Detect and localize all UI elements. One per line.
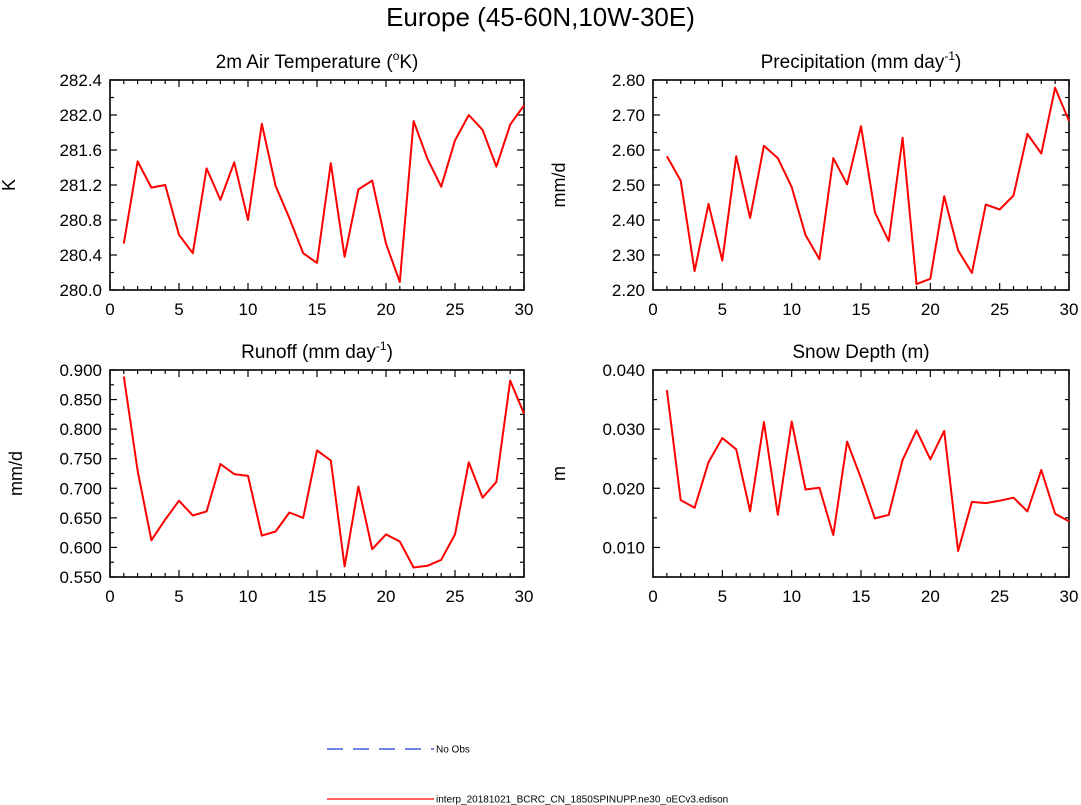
x-tick-label: 25 xyxy=(446,300,465,319)
x-tick-label: 25 xyxy=(446,587,465,606)
panel-title: Precipitation (mm day-1) xyxy=(761,49,962,73)
x-tick-label: 15 xyxy=(852,587,871,606)
y-tick-label: 0.750 xyxy=(59,450,102,469)
series-line xyxy=(666,86,1070,286)
y-tick-label: 2.20 xyxy=(612,281,645,300)
panel-snow-depth: 0 5 10 15 20 25 30 0.010 0.020 0.030 0.040 m Snow De… xyxy=(549,342,1078,606)
x-tick-label: 25 xyxy=(990,587,1009,606)
y-tick-label: 0.650 xyxy=(59,509,102,528)
x-tick-label: 20 xyxy=(377,300,396,319)
y-axis-label: K xyxy=(0,179,19,191)
legend-item-model: interp_20181021_BCRC_CN_1850SPINUPP.ne30… xyxy=(327,795,728,805)
x-tick-label: 5 xyxy=(174,587,183,606)
y-tick-label: 2.40 xyxy=(612,211,645,230)
series-line xyxy=(122,104,525,284)
x-tick-label: 0 xyxy=(648,300,657,319)
y-tick-label: 0.800 xyxy=(59,420,102,439)
legend-label: interp_20181021_BCRC_CN_1850SPINUPP.ne30… xyxy=(436,795,728,805)
x-tick-label: 10 xyxy=(239,300,258,319)
y-axis-label: mm/d xyxy=(6,451,26,496)
y-axis-label: m xyxy=(549,466,569,481)
y-tick-label: 0.900 xyxy=(59,361,102,380)
x-tick-label: 10 xyxy=(782,300,801,319)
y-tick-label: 0.010 xyxy=(602,538,645,557)
chart-panels: 0 5 10 15 20 25 30 280.0 280.4 280.8 281.2 281.6 282… xyxy=(0,49,1078,606)
y-tick-label: 0.700 xyxy=(59,479,102,498)
y-tick-label: 0.600 xyxy=(59,538,102,557)
plot-frame xyxy=(109,369,525,578)
x-tick-label: 15 xyxy=(852,300,871,319)
x-tick-label: 0 xyxy=(105,587,114,606)
x-tick-label: 30 xyxy=(1060,587,1079,606)
x-tick-label: 5 xyxy=(174,300,183,319)
y-tick-label: 0.030 xyxy=(602,420,645,439)
y-tick-label: 280.0 xyxy=(59,281,102,300)
x-tick-label: 30 xyxy=(515,587,534,606)
y-tick-label: 280.8 xyxy=(59,211,102,230)
y-tick-label: 0.040 xyxy=(602,361,645,380)
x-tick-label: 10 xyxy=(782,587,801,606)
x-tick-label: 15 xyxy=(308,300,327,319)
y-tick-label: 281.6 xyxy=(59,141,102,160)
panel-title: Runoff (mm day-1) xyxy=(241,339,393,363)
x-tick-label: 10 xyxy=(239,587,258,606)
x-tick-label: 20 xyxy=(921,300,940,319)
panel-air-temperature: 0 5 10 15 20 25 30 280.0 280.4 280.8 281.2 281.6 282… xyxy=(0,49,533,319)
plot-frame xyxy=(652,79,1070,291)
panel-title: 2m Air Temperature (oK) xyxy=(216,49,419,73)
plot-frame xyxy=(652,369,1070,578)
x-tick-label: 30 xyxy=(1060,300,1079,319)
y-tick-label: 281.2 xyxy=(59,176,102,195)
x-tick-label: 20 xyxy=(377,587,396,606)
series-line xyxy=(122,376,525,569)
y-tick-label: 2.70 xyxy=(612,106,645,125)
y-axis-label: mm/d xyxy=(549,163,569,208)
y-tick-label: 2.60 xyxy=(612,141,645,160)
legend-item-no-obs: No Obs xyxy=(327,745,470,756)
panel-runoff: 0 5 10 15 20 25 30 0.550 0.600 0.650 0.700 0.750 0.8… xyxy=(6,339,533,606)
y-tick-label: 0.550 xyxy=(59,568,102,587)
legend: No Obs interp_20181021_BCRC_CN_1850SPINUP… xyxy=(327,745,728,805)
x-tick-label: 20 xyxy=(921,587,940,606)
y-tick-label: 0.850 xyxy=(59,391,102,410)
y-tick-label: 2.30 xyxy=(612,246,645,265)
x-tick-label: 30 xyxy=(515,300,534,319)
x-tick-label: 0 xyxy=(105,300,114,319)
x-tick-label: 0 xyxy=(648,587,657,606)
y-tick-label: 280.4 xyxy=(59,246,102,265)
figure-title: Europe (45-60N,10W-30E) xyxy=(386,2,695,32)
panel-precipitation: 0 5 10 15 20 25 30 2.20 2.30 2.40 2.50 2.60 2.70 2.80… xyxy=(549,49,1078,319)
x-tick-label: 5 xyxy=(718,300,727,319)
y-tick-label: 0.020 xyxy=(602,479,645,498)
legend-label: No Obs xyxy=(436,745,470,756)
x-tick-label: 25 xyxy=(990,300,1009,319)
panel-title: Snow Depth (m) xyxy=(792,342,929,363)
y-tick-label: 2.50 xyxy=(612,176,645,195)
x-tick-label: 5 xyxy=(718,587,727,606)
y-tick-label: 2.80 xyxy=(612,71,645,90)
y-tick-label: 282.0 xyxy=(59,106,102,125)
x-tick-label: 15 xyxy=(308,587,327,606)
y-tick-label: 282.4 xyxy=(59,71,102,90)
series-line xyxy=(665,389,1070,552)
